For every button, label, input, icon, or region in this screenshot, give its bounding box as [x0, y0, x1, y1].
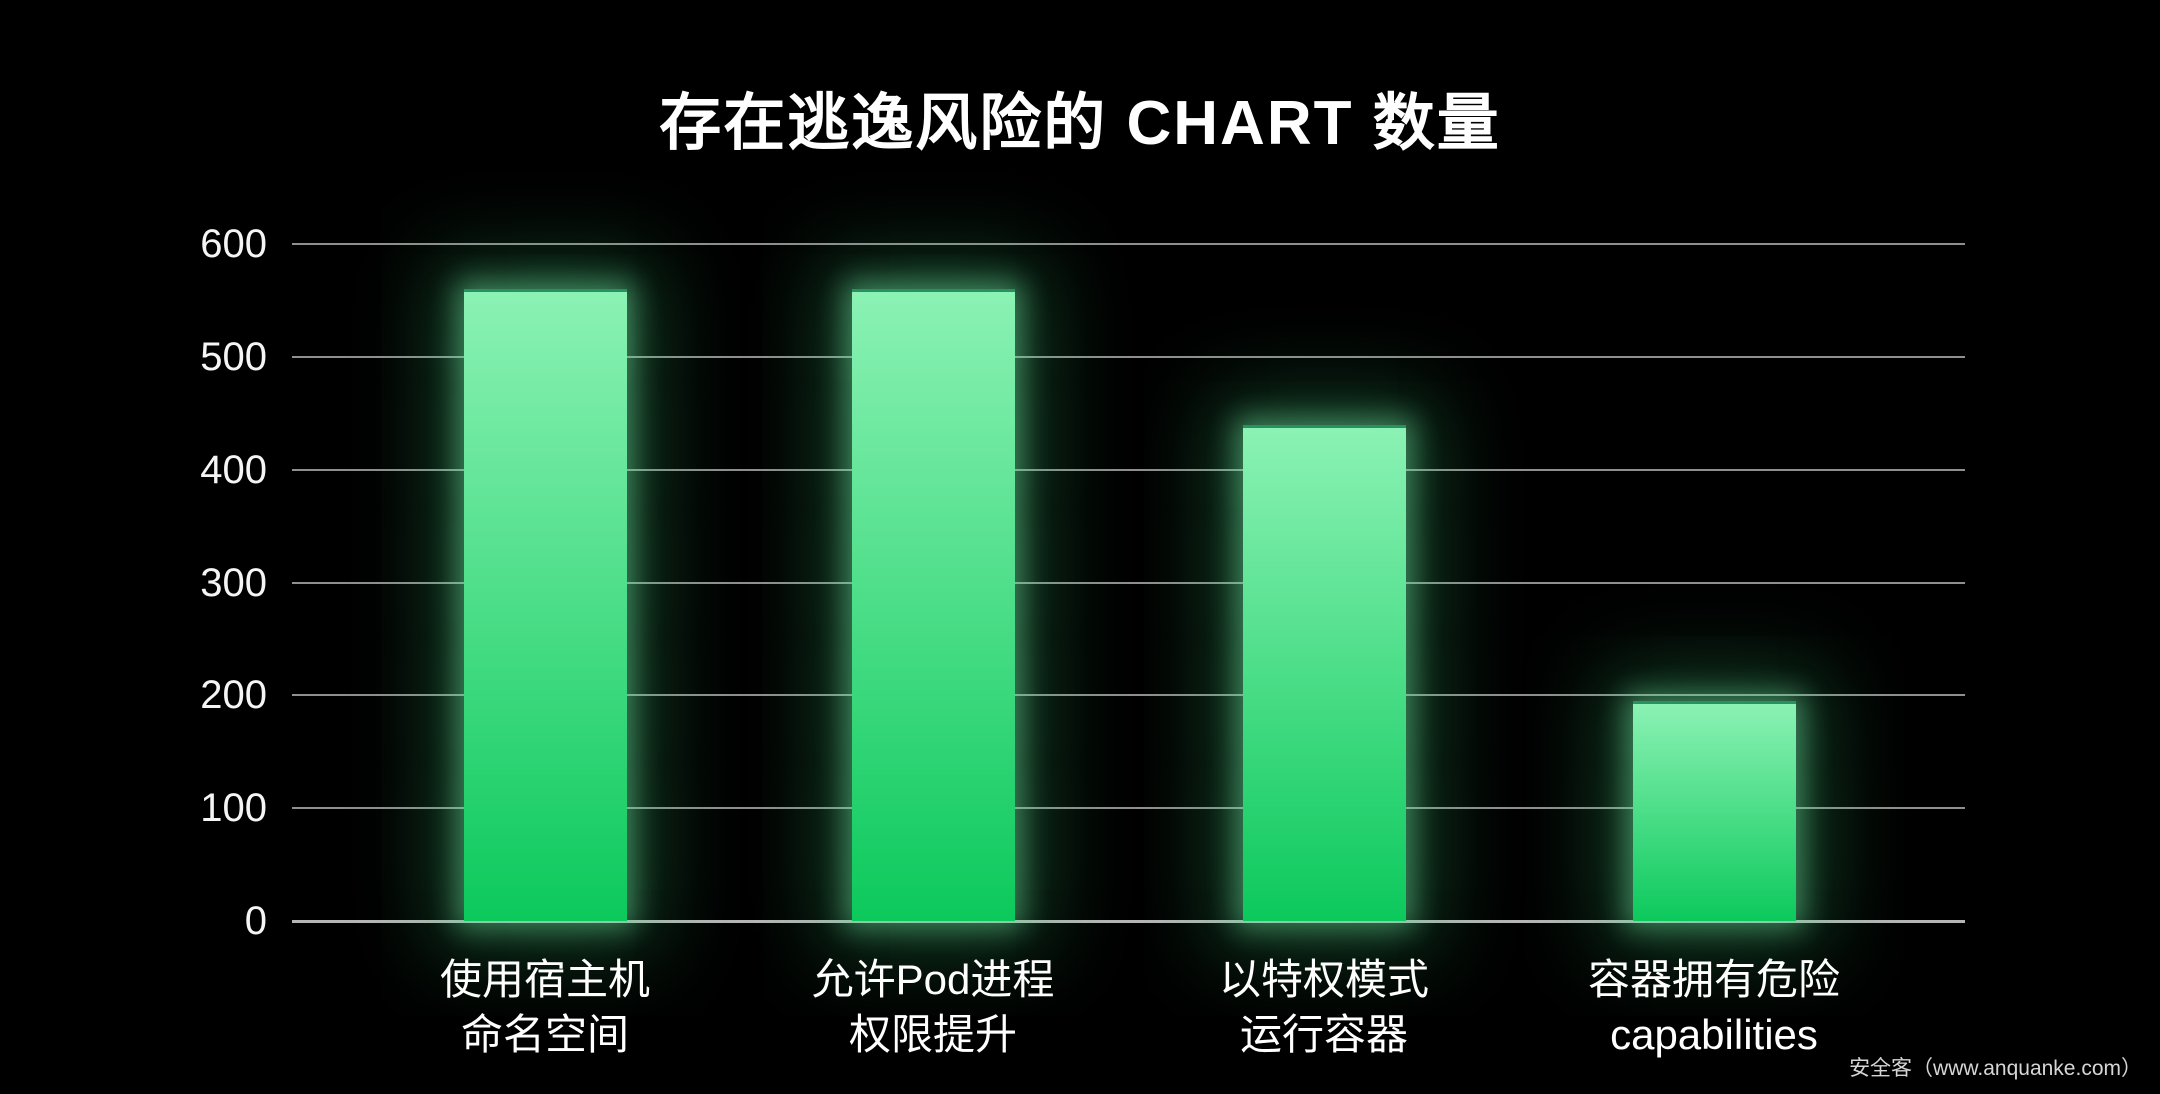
y-tick-label: 100: [200, 786, 267, 831]
x-axis-label-line: 运行容器: [1239, 1011, 1408, 1059]
x-axis-label-line: 权限提升: [848, 1011, 1017, 1059]
y-tick-label: 200: [200, 673, 267, 718]
bar: [1632, 700, 1796, 921]
bar: [851, 289, 1015, 921]
chart-title: 存在逃逸风险的 CHART 数量: [659, 89, 1501, 158]
gridline: [292, 581, 1965, 584]
bar: [463, 289, 627, 921]
x-axis-label-line: 命名空间: [460, 1011, 629, 1059]
x-axis-label-line: 使用宿主机: [439, 956, 650, 1003]
gridline: [292, 694, 1965, 697]
x-axis-label-line: 允许Pod进程: [811, 956, 1055, 1003]
gridline: [292, 355, 1965, 358]
x-axis-label: 以特权模式 运行容器: [1114, 952, 1534, 1063]
bar: [1242, 424, 1406, 921]
y-tick-label: 400: [200, 447, 267, 492]
watermark: 安全客（www.anquanke.com）: [1849, 1057, 2142, 1080]
x-axis-label: 容器拥有危险 capabilities: [1504, 952, 1924, 1063]
x-axis-baseline: [292, 920, 1965, 923]
y-tick-label: 600: [200, 222, 267, 266]
y-tick-label: 300: [200, 560, 267, 605]
gridline: [292, 243, 1965, 245]
y-tick-label: 500: [200, 334, 267, 379]
gridline: [292, 468, 1965, 471]
x-axis-label: 允许Pod进程 权限提升: [723, 952, 1143, 1063]
x-axis-label-line: 容器拥有危险: [1587, 956, 1840, 1003]
x-axis-label-line: 以特权模式: [1218, 956, 1429, 1003]
y-tick-label: 0: [244, 899, 267, 943]
x-axis-label: 使用宿主机 命名空间: [335, 952, 755, 1063]
x-axis-label-line: capabilities: [1610, 1011, 1818, 1059]
gridline: [292, 807, 1965, 810]
